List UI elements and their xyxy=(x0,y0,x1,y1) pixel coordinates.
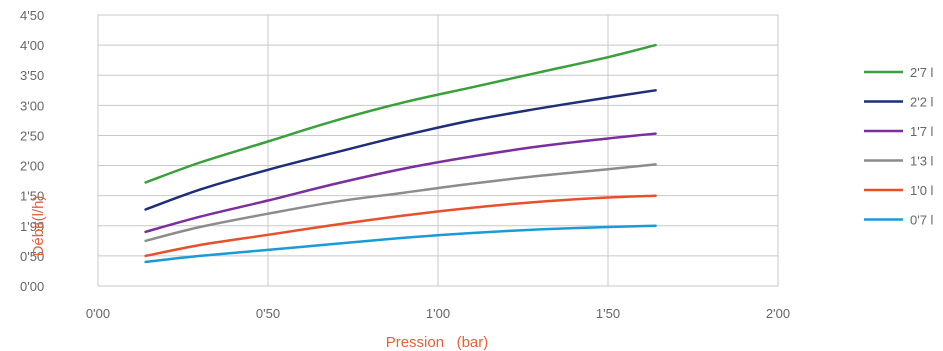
tick-labels: 0'00 0'50 1'99 1'50 2'00 2'50 3'00 3'50 4'00 4'50… xyxy=(20,8,790,321)
grid xyxy=(97,14,779,287)
legend-label: 2'7 l xyxy=(910,65,934,80)
x-tick-label: 2'00 xyxy=(766,306,790,321)
y-tick-label: 2'00 xyxy=(20,159,44,174)
y-tick-label: 3'00 xyxy=(20,98,44,113)
series-line xyxy=(144,224,657,264)
y-tick-label: 0'50 xyxy=(20,249,44,264)
x-tick-label: 0'50 xyxy=(256,306,280,321)
series-lines xyxy=(144,43,657,264)
series-line xyxy=(144,89,657,211)
x-axis-title: Pression (bar) xyxy=(386,334,489,351)
series-line xyxy=(144,132,657,234)
series-line xyxy=(144,194,657,258)
y-tick-label: 1'99 xyxy=(20,219,44,234)
y-tick-label: 1'50 xyxy=(20,189,44,204)
y-axis-title: Débit(l/h) xyxy=(30,196,47,257)
legend: 2'7 l 2'2 l 1'7 l 1'3 l 1'0 l 0'7 l xyxy=(864,65,934,228)
legend-label: 1'0 l xyxy=(910,183,934,198)
legend-label: 1'7 l xyxy=(910,124,934,139)
y-tick-label: 4'00 xyxy=(20,38,44,53)
x-tick-label: 1'00 xyxy=(426,306,450,321)
legend-label: 0'7 l xyxy=(910,213,934,228)
x-tick-label: 1'50 xyxy=(596,306,620,321)
series-line xyxy=(144,43,657,184)
y-tick-label: 0'00 xyxy=(20,279,44,294)
series-line xyxy=(144,163,657,243)
legend-label: 2'2 l xyxy=(910,95,934,110)
x-tick-label: 0'00 xyxy=(86,306,110,321)
y-tick-label: 4'50 xyxy=(20,8,44,23)
y-tick-label: 2'50 xyxy=(20,128,44,143)
legend-label: 1'3 l xyxy=(910,154,934,169)
y-tick-label: 3'50 xyxy=(20,68,44,83)
